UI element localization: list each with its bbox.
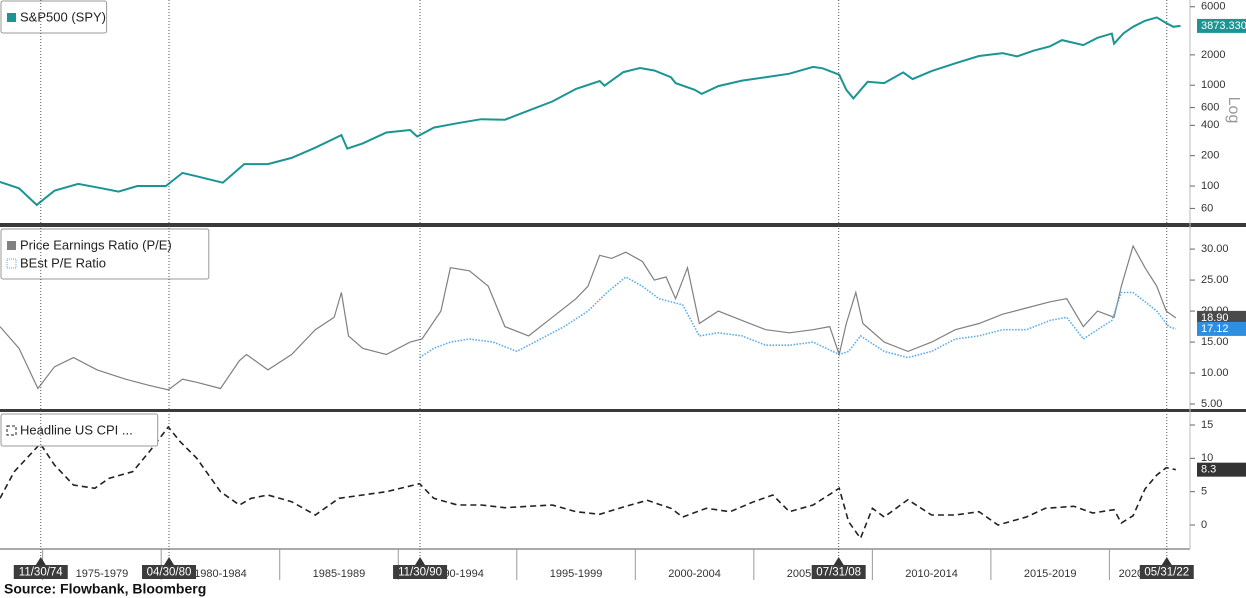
series-line <box>419 276 1177 359</box>
legend-marker <box>7 13 16 22</box>
y-tick-label: 100 <box>1201 180 1219 192</box>
event-label: 11/30/90 <box>398 567 442 579</box>
event-label-box <box>811 565 866 579</box>
legend-box <box>0 0 108 34</box>
x-tick-label: 1975-1979 <box>76 568 129 580</box>
end-label: 3873.330 <box>1201 20 1246 32</box>
x-tick-label: 1980-1984 <box>194 568 247 580</box>
end-label-box <box>1197 321 1246 336</box>
event-label: 11/30/74 <box>19 567 64 579</box>
end-label-box <box>1197 462 1246 477</box>
legend-box <box>0 413 159 447</box>
y-tick-label: 2000 <box>1201 49 1225 61</box>
y-tick-label: 0 <box>1201 519 1207 531</box>
end-label-box <box>1197 310 1246 325</box>
y-tick-label: 5 <box>1201 486 1207 498</box>
event-label: 07/31/08 <box>816 567 861 579</box>
legend-box <box>0 228 210 280</box>
y-tick-label: 60 <box>1201 202 1213 214</box>
end-label: 17.12 <box>1201 323 1229 335</box>
legend-marker <box>7 241 16 250</box>
end-label: 8.3 <box>1201 464 1216 476</box>
series-line <box>0 244 1177 391</box>
series-line <box>0 16 1181 207</box>
y-tick-label: 25.00 <box>1201 274 1229 286</box>
event-label-box <box>142 565 197 579</box>
panel-separator <box>0 409 1246 412</box>
event-label: 04/30/80 <box>147 567 192 579</box>
y-tick-label: 15.00 <box>1201 336 1229 348</box>
y-tick-label: 1000 <box>1201 79 1225 91</box>
series-line <box>0 425 1176 540</box>
event-pointer <box>1161 557 1172 565</box>
legend-marker <box>6 258 17 269</box>
end-label: 18.90 <box>1201 312 1229 324</box>
y-tick-label: 5.00 <box>1201 398 1222 410</box>
end-label-box <box>1197 18 1246 33</box>
y-tick-label: 10 <box>1201 452 1213 464</box>
y-axis-label: Log <box>1225 97 1242 124</box>
event-label-box <box>13 565 68 579</box>
x-tick-label: 1985-1989 <box>313 568 366 580</box>
x-tick-label: 1995-1999 <box>550 568 603 580</box>
y-tick-label: 30.00 <box>1201 243 1229 255</box>
legend-label: Price Earnings Ratio (P/E) <box>20 237 172 252</box>
y-tick-label: 400 <box>1201 119 1219 131</box>
legend-label: BEst P/E Ratio <box>20 255 106 270</box>
event-label: 05/31/22 <box>1144 567 1189 579</box>
y-tick-label: 15 <box>1201 419 1213 431</box>
event-label-box <box>1139 565 1194 579</box>
y-tick-label: 600 <box>1201 101 1219 113</box>
event-pointer <box>415 557 426 565</box>
y-tick-label: 10.00 <box>1201 367 1229 379</box>
source: Source: Flowbank, Bloomberg <box>4 581 206 597</box>
event-label-box <box>393 565 448 579</box>
y-tick-label: 6000 <box>1201 1 1225 13</box>
x-tick-label: 2015-2019 <box>1024 568 1077 580</box>
legend-label: S&P500 (SPY) <box>20 9 106 24</box>
event-pointer <box>35 557 46 565</box>
event-pointer <box>833 557 844 565</box>
panel-separator <box>0 223 1246 227</box>
legend-marker <box>6 425 17 436</box>
x-tick-label: 2010-2014 <box>905 568 958 580</box>
x-tick-label: 2000-2004 <box>668 568 721 580</box>
event-pointer <box>164 557 175 565</box>
legend-label: Headline US CPI ... <box>20 422 133 437</box>
y-tick-label: 200 <box>1201 150 1219 162</box>
